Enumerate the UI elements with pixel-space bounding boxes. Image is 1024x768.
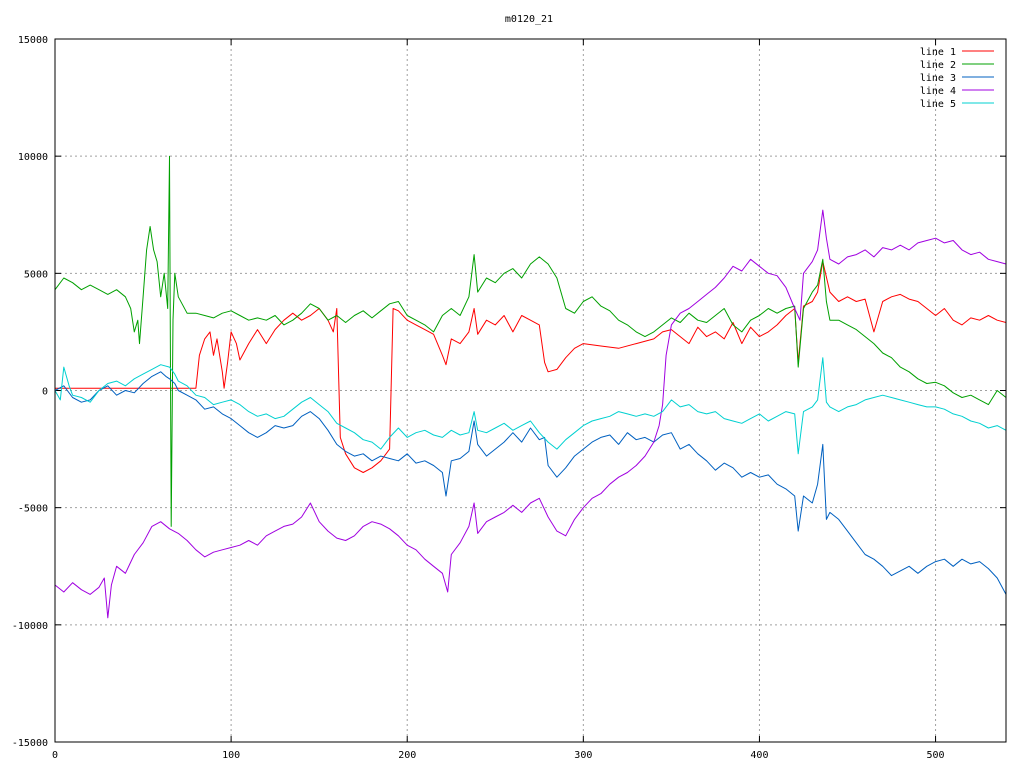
x-tick-label: 400 <box>750 750 768 761</box>
y-tick-label: 0 <box>42 387 48 398</box>
legend: line 1 line 2 line 3 line 4 line 5 <box>920 47 994 110</box>
x-tick-label: 300 <box>574 750 592 761</box>
y-tick-label: 10000 <box>18 152 48 163</box>
legend-label-4: line 4 <box>920 86 956 97</box>
series-line-2 <box>54 155 1007 527</box>
x-tick-label: 200 <box>398 750 416 761</box>
y-tick-label: 5000 <box>24 269 48 280</box>
x-tick-label: 500 <box>927 750 945 761</box>
legend-label-3: line 3 <box>920 73 956 84</box>
y-tick-label: -15000 <box>12 738 48 749</box>
series-line-1 <box>55 261 1007 473</box>
x-tick-label: 0 <box>52 750 58 761</box>
axes: -15000 -10000 -5000 0 5000 10000 15000 0 100 200 3… <box>12 35 1006 761</box>
series-line-5 <box>54 357 1007 455</box>
y-tick-label: -5000 <box>18 504 48 515</box>
grid <box>55 39 1006 742</box>
y-tick-label: 15000 <box>18 35 48 46</box>
plot-frame <box>54 38 1007 743</box>
series-line-3 <box>54 371 1007 595</box>
y-tick-label: -10000 <box>12 621 48 632</box>
chart-title: m0120_21 <box>505 14 553 25</box>
series-line-4 <box>54 209 1007 619</box>
legend-label-1: line 1 <box>920 47 956 58</box>
series-group <box>54 155 1007 619</box>
x-tick-label: 100 <box>222 750 240 761</box>
legend-label-5: line 5 <box>920 99 956 110</box>
legend-label-2: line 2 <box>920 60 956 71</box>
